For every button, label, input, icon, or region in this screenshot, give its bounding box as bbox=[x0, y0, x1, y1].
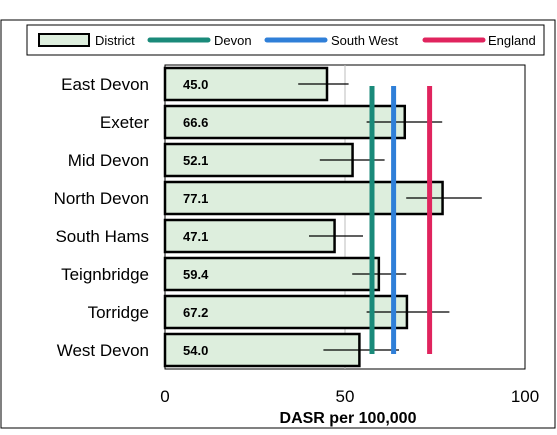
x-tick-50: 50 bbox=[336, 387, 355, 406]
value-label-teignbridge: 59.4 bbox=[183, 267, 209, 282]
value-label-north-devon: 77.1 bbox=[183, 191, 208, 206]
x-tick-0: 0 bbox=[160, 387, 169, 406]
x-tick-100: 100 bbox=[511, 387, 539, 406]
category-label-east-devon: East Devon bbox=[61, 75, 149, 94]
reference-lines-layer bbox=[369, 86, 433, 354]
value-label-torridge: 67.2 bbox=[183, 305, 208, 320]
legend-items: District Devon South West England bbox=[38, 33, 536, 48]
plot-area: 45.0 66.6 52.1 77.1 47.1 59.4 67.2 54.0 bbox=[163, 64, 526, 370]
legend-item-district-swatch bbox=[38, 33, 90, 47]
category-label-exeter: Exeter bbox=[100, 113, 149, 132]
value-label-exeter: 66.6 bbox=[183, 115, 208, 130]
category-label-west-devon: West Devon bbox=[57, 341, 149, 360]
value-label-mid-devon: 52.1 bbox=[183, 153, 208, 168]
legend-item-district-label: District bbox=[95, 33, 135, 48]
category-label-north-devon: North Devon bbox=[54, 189, 149, 208]
legend-item-south-west-label: South West bbox=[331, 33, 398, 48]
value-label-south-hams: 47.1 bbox=[183, 229, 208, 244]
legend-item-south-west: South West bbox=[264, 33, 398, 48]
legend-item-district: District bbox=[38, 33, 135, 48]
x-axis-label: DASR per 100,000 bbox=[280, 410, 417, 427]
value-label-west-devon: 54.0 bbox=[183, 343, 208, 358]
category-label-torridge: Torridge bbox=[88, 303, 149, 322]
value-label-east-devon: 45.0 bbox=[183, 77, 208, 92]
category-label-south-hams: South Hams bbox=[55, 227, 149, 246]
legend-item-england: England bbox=[422, 33, 536, 48]
legend: District Devon South West England bbox=[26, 24, 545, 56]
value-labels-layer: 45.0 66.6 52.1 77.1 47.1 59.4 67.2 54.0 bbox=[183, 77, 209, 358]
legend-item-england-label: England bbox=[488, 33, 536, 48]
category-labels-layer: East Devon Exeter Mid Devon North Devon Sout… bbox=[54, 75, 150, 360]
bar-exeter bbox=[163, 104, 407, 140]
category-label-teignbridge: Teignbridge bbox=[61, 265, 149, 284]
x-ticks-layer: 0 50 100 bbox=[160, 387, 539, 406]
legend-item-devon: Devon bbox=[147, 33, 252, 48]
category-label-mid-devon: Mid Devon bbox=[68, 151, 149, 170]
bar-teignbridge bbox=[163, 256, 381, 292]
legend-item-devon-label: Devon bbox=[214, 33, 252, 48]
